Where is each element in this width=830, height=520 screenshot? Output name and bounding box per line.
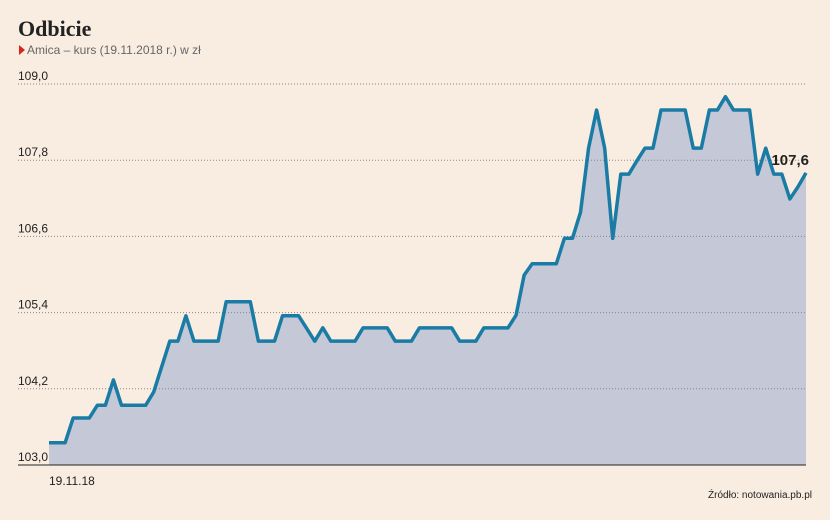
- x-tick-label: 19.11.18: [49, 474, 95, 488]
- chart-title: Odbicie: [18, 16, 92, 41]
- value-label: 107,6: [771, 152, 809, 169]
- line: [49, 94, 808, 445]
- y-tick-label: 104,2: [18, 374, 48, 388]
- y-tick-label: 109,0: [18, 69, 48, 83]
- area-fill: [49, 96, 806, 465]
- y-tick-label: 105,4: [18, 298, 48, 312]
- y-tick-label: 106,6: [18, 221, 48, 235]
- y-tick-label: 107,8: [18, 145, 48, 159]
- y-tick-label: 103,0: [18, 450, 48, 464]
- chart-subtitle: Amica – kurs (19.11.2018 r.) w zł: [27, 43, 201, 57]
- source: Źródło: notowania.pb.pl: [708, 488, 812, 501]
- subtitle-marker: [19, 45, 25, 55]
